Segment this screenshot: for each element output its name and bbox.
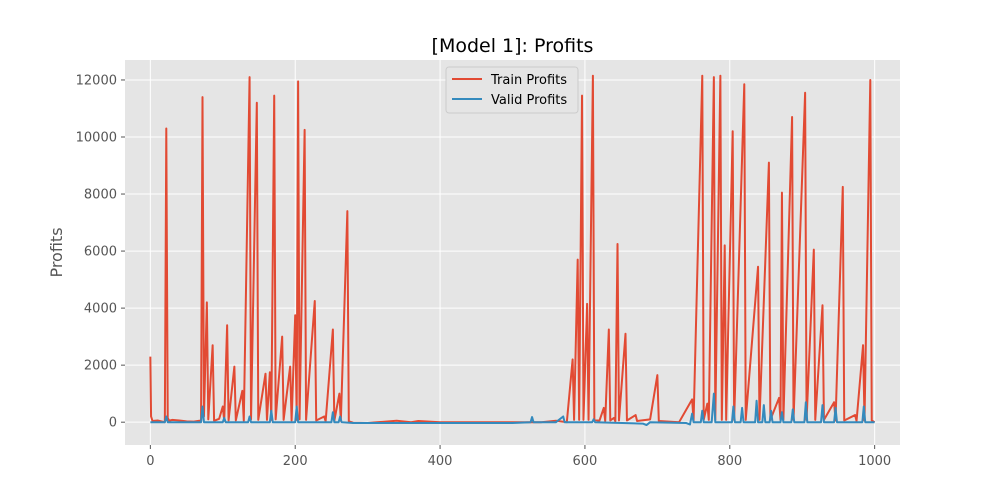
legend-label-valid: Valid Profits — [491, 93, 567, 108]
y-tick-label: 12000 — [76, 73, 117, 88]
x-tick-label: 0 — [146, 454, 154, 469]
y-tick-label: 6000 — [84, 245, 117, 260]
chart-title: [Model 1]: Profits — [432, 35, 594, 57]
y-tick-label: 4000 — [84, 302, 117, 317]
series-line-valid-profits — [150, 392, 875, 427]
legend: Train Profits Valid Profits — [445, 66, 579, 114]
y-tick-label: 10000 — [76, 131, 117, 146]
y-axis-label: Profits — [47, 227, 66, 277]
x-tick-label: 200 — [283, 454, 308, 469]
x-tick-label: 800 — [717, 454, 742, 469]
axis-ticks: 0 200 400 600 800 100002000400060008000100001… — [76, 73, 892, 469]
y-tick-label: 2000 — [84, 359, 117, 374]
y-tick-label: 8000 — [84, 188, 117, 203]
y-tick-label: 0 — [109, 416, 117, 431]
series-lines — [149, 74, 876, 427]
x-tick-label: 1000 — [858, 454, 891, 469]
x-tick-label: 400 — [428, 454, 453, 469]
x-tick-label: 600 — [573, 454, 598, 469]
legend-label-train: Train Profits — [490, 73, 567, 88]
